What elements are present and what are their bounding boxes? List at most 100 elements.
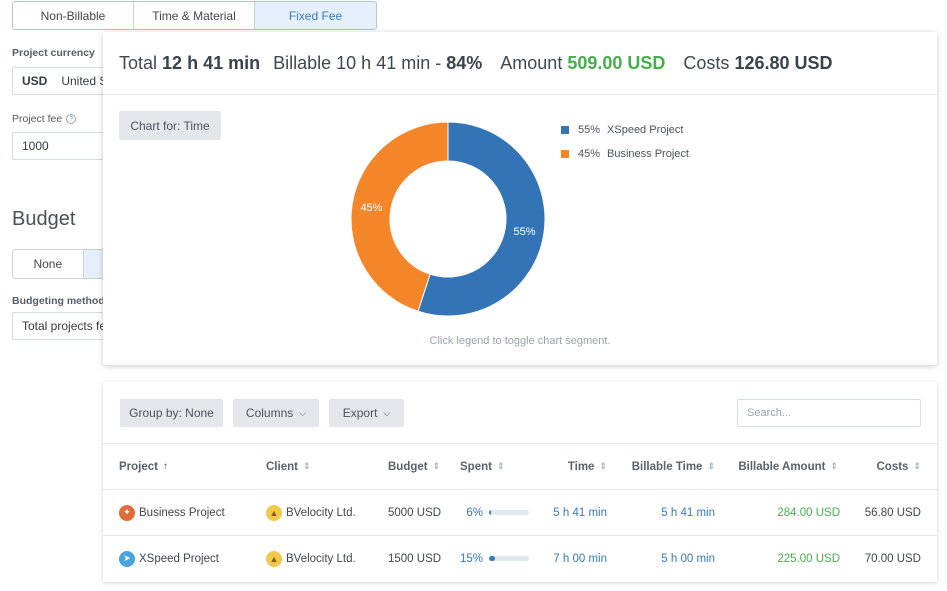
col-project-label: Project	[119, 460, 158, 473]
export-button[interactable]: Export ⌵	[329, 399, 404, 427]
billable-sep: -	[435, 52, 442, 73]
total-value: 12 h 41 min	[162, 52, 261, 73]
donut-slice-label: 55%	[514, 226, 536, 238]
spent-cell: 6%	[453, 490, 533, 535]
fee-input[interactable]: 1000	[12, 132, 112, 160]
client-cell: ▲ BVelocity Ltd.	[266, 490, 356, 535]
fixed-fee-option[interactable]: Fixed Fee	[255, 2, 376, 29]
col-costs[interactable]: Costs ⇕	[851, 444, 922, 489]
client-logo-icon: ▲	[266, 504, 282, 521]
col-spent[interactable]: Spent ⇕	[460, 444, 505, 489]
currency-code: USD	[22, 74, 48, 88]
sort-icon: ⇕	[302, 461, 311, 471]
budget-none-option[interactable]: None	[13, 250, 84, 278]
sort-icon: ⇕	[830, 461, 838, 471]
table-header: Project ↑ Client ⇕ Budget ⇕ Spent ⇕ Time ⇕ Bi…	[103, 443, 937, 490]
col-billable-time[interactable]: Billable Time ⇕	[623, 444, 715, 489]
col-costs-label: Costs	[876, 460, 909, 473]
table-row[interactable]: ➤ XSpeed Project ▲ BVelocity Ltd. 1500 U…	[103, 536, 937, 582]
legend-label: Business Project	[607, 148, 689, 160]
billable-amount-cell: 225.00 USD	[777, 552, 840, 565]
columns-label: Columns	[245, 406, 294, 420]
col-time[interactable]: Time ⇕	[533, 444, 607, 489]
donut-chart: 55% 45%	[350, 121, 546, 317]
spent-cell: 15%	[453, 536, 533, 581]
amount-value: 509.00 USD	[567, 52, 666, 73]
col-budget-label: Budget	[388, 460, 428, 473]
billing-type-selector: Non-Billable Time & Material Fixed Fee	[12, 1, 377, 30]
rocket-icon: ✦	[119, 504, 135, 521]
billable-label: Billable	[273, 52, 332, 73]
group-by-label: Group by: None	[129, 406, 214, 420]
group-by-button[interactable]: Group by: None	[120, 399, 223, 427]
col-billable-amount[interactable]: Billable Amount ⇕	[728, 444, 838, 489]
costs-cell: 56.80 USD	[864, 506, 921, 519]
donut-slice-business-project[interactable]	[350, 121, 449, 312]
legend-item-business[interactable]: 45% Business Project	[561, 148, 689, 160]
col-budget[interactable]: Budget ⇕	[388, 444, 440, 489]
col-client[interactable]: Client ⇕	[266, 444, 311, 489]
budget-cell: 1500 USD	[388, 552, 442, 565]
total-label: Total	[119, 52, 158, 73]
amount-label: Amount	[500, 52, 563, 73]
col-billable-time-label: Billable Time	[631, 460, 703, 473]
client-logo-icon: ▲	[266, 550, 282, 567]
donut-slice-label: 45%	[360, 202, 382, 214]
legend-swatch	[561, 126, 569, 134]
col-time-label: Time	[567, 460, 595, 473]
sort-icon: ⇕	[707, 461, 715, 471]
donut-slice-xspeed-project[interactable]	[417, 121, 546, 317]
time-material-option[interactable]: Time & Material	[134, 2, 255, 29]
budget-method-select[interactable]: Total projects fe	[12, 312, 112, 340]
currency-label: Project currency	[12, 47, 95, 59]
budget-method-label: Budgeting method	[12, 295, 105, 307]
export-label: Export	[342, 406, 378, 420]
chevron-down-icon: ⌵	[383, 407, 391, 418]
search-input[interactable]: Search...	[737, 399, 921, 427]
project-cell: ✦ Business Project	[119, 490, 225, 535]
costs-label: Costs	[683, 52, 730, 73]
legend-item-xspeed[interactable]: 55% XSpeed Project	[561, 124, 689, 136]
sort-icon: ⇕	[913, 461, 921, 471]
costs-value: 126.80 USD	[734, 52, 833, 73]
chart-legend: 55% XSpeed Project 45% Business Project	[561, 124, 689, 172]
spent-progress-bar	[489, 556, 529, 561]
billable-time-cell[interactable]: 5 h 41 min	[661, 506, 715, 519]
chart-for-button[interactable]: Chart for: Time	[119, 111, 221, 140]
spent-progress-bar	[489, 510, 529, 515]
table-row[interactable]: ✦ Business Project ▲ BVelocity Ltd. 5000…	[103, 490, 937, 536]
columns-button[interactable]: Columns ⌵	[233, 399, 319, 427]
billable-value: 10 h 41 min	[336, 52, 431, 73]
project-name[interactable]: Business Project	[139, 506, 225, 519]
fee-label-wrap: Project fee?	[12, 113, 77, 125]
time-cell[interactable]: 5 h 41 min	[553, 506, 607, 519]
project-name[interactable]: XSpeed Project	[139, 552, 219, 565]
non-billable-option[interactable]: Non-Billable	[13, 2, 134, 29]
budget-cell: 5000 USD	[388, 506, 442, 519]
spent-progress-fill	[489, 556, 495, 561]
legend-pct: 45%	[578, 148, 601, 160]
spent-progress-fill	[489, 510, 492, 515]
help-icon[interactable]: ?	[66, 114, 77, 125]
client-cell: ▲ BVelocity Ltd.	[266, 536, 356, 581]
summary-bar: Total 12 h 41 min Billable 10 h 41 min -…	[103, 32, 937, 95]
legend-swatch	[561, 150, 569, 158]
currency-select[interactable]: USD United St	[12, 67, 112, 95]
spent-pct: 6%	[466, 506, 483, 519]
col-client-label: Client	[266, 460, 298, 473]
chart-hint: Click legend to toggle chart segment.	[429, 335, 611, 347]
rocket-icon: ➤	[119, 550, 135, 567]
sort-icon: ⇕	[496, 461, 505, 471]
legend-label: XSpeed Project	[607, 124, 684, 136]
chevron-down-icon: ⌵	[299, 407, 307, 418]
time-cell[interactable]: 7 h 00 min	[553, 552, 607, 565]
project-cell: ➤ XSpeed Project	[119, 536, 219, 581]
col-project[interactable]: Project ↑	[119, 444, 168, 489]
billable-time-cell[interactable]: 5 h 00 min	[661, 552, 715, 565]
budget-selector: None	[12, 249, 112, 279]
projects-table-card: Group by: None Columns ⌵ Export ⌵ Search..…	[103, 382, 937, 582]
sort-asc-icon: ↑	[163, 461, 168, 472]
col-billable-amount-label: Billable Amount	[738, 460, 826, 473]
spent-pct: 15%	[459, 552, 483, 565]
fee-label: Project fee	[12, 113, 63, 125]
